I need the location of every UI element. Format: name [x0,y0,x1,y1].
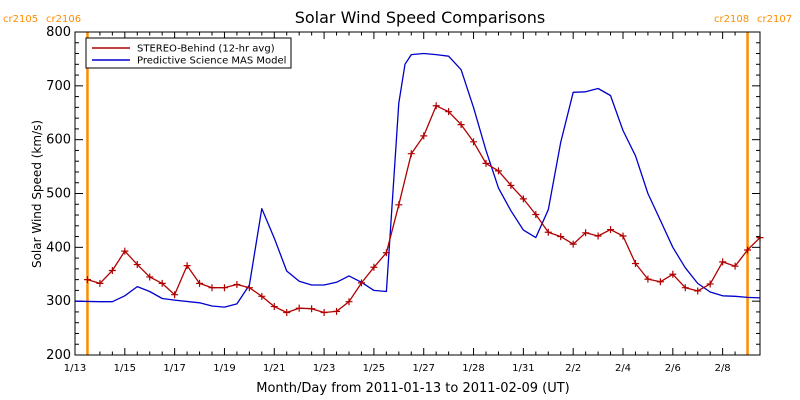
x-tick-label: 1/23 [313,363,335,374]
data-point [108,266,116,274]
data-point [631,259,639,267]
data-point [295,304,303,312]
data-point [470,138,478,146]
legend: STEREO-Behind (12-hr avg)Predictive Scie… [85,37,292,69]
data-point [669,270,677,278]
data-point [557,233,565,241]
data-point [656,278,664,286]
data-point [220,284,228,292]
data-point [532,210,540,218]
x-tick-label: 1/19 [213,363,235,374]
x-tick-label: 2/6 [665,363,681,374]
legend-label: STEREO-Behind (12-hr avg) [137,44,275,55]
data-point [644,275,652,283]
data-point [507,181,515,189]
series-layer [74,52,764,316]
data-point [457,121,465,129]
y-tick-label: 800 [46,25,71,40]
data-point [370,263,378,271]
data-point [744,246,752,254]
y-tick-label: 500 [46,187,71,202]
data-point [133,261,141,269]
carrington-label: cr2105 [3,14,38,25]
data-point [245,284,253,292]
legend-box [85,37,292,69]
x-tick-label: 1/21 [263,363,285,374]
data-point [681,284,689,292]
series-0 [83,102,764,316]
data-point [420,132,428,140]
data-point [233,280,241,288]
y-tick-label: 600 [46,133,71,148]
data-point [121,247,129,255]
data-point [270,303,278,311]
data-point [196,279,204,287]
data-point [432,102,440,110]
data-point [171,291,179,299]
x-tick-label: 1/15 [114,363,136,374]
data-point [731,262,739,270]
plot-frame [74,31,761,356]
data-point [96,279,104,287]
x-tick-label: 2/2 [565,363,581,374]
data-point [208,284,216,292]
y-tick-label: 300 [46,294,71,309]
data-point [345,298,353,306]
data-point [395,201,403,209]
data-point [158,279,166,287]
carrington-label: cr2107 [757,14,792,25]
data-point [482,159,490,167]
y-tick-label: 400 [46,240,71,255]
x-tick-label: 1/31 [512,363,534,374]
data-point [719,258,727,266]
x-tick-label: 1/27 [412,363,434,374]
series-1 [74,52,761,308]
x-tick-label: 1/25 [363,363,385,374]
data-point [146,273,154,281]
y-axis-label: Solar Wind Speed (km/s) [30,120,44,268]
data-point [569,240,577,248]
data-point [582,229,590,237]
data-point [333,307,341,315]
data-point [519,195,527,203]
x-tick-label: 2/4 [615,363,631,374]
data-point [619,232,627,240]
data-point [357,279,365,287]
x-tick-label: 1/28 [462,363,484,374]
series-line [74,52,761,308]
y-tick-label: 200 [46,348,71,363]
data-point [83,276,91,284]
data-point [183,262,191,270]
data-point [544,228,552,236]
data-point [706,280,714,288]
chart-title: Solar Wind Speed Comparisons [295,8,546,27]
legend-label: Predictive Science MAS Model [137,56,286,67]
data-point [382,249,390,257]
carrington-label: cr2108 [714,14,749,25]
data-point [494,167,502,175]
carrington-rotation-labels: cr2105 cr2106 cr2108 cr2107 [3,14,792,25]
data-point [594,232,602,240]
x-tick-label: 1/13 [64,363,86,374]
y-tick-label: 700 [46,79,71,94]
x-tick-label: 1/17 [163,363,185,374]
x-axis-label: Month/Day from 2011-01-13 to 2011-02-09 … [256,381,569,396]
data-point [694,287,702,295]
data-point [320,308,328,316]
axis-ticks: 1/13 1/15 1/17 1/19 1/21 1/23 1/25 1/27 1/28 1/31… [46,25,760,374]
data-point [308,305,316,313]
data-point [407,150,415,158]
data-point [607,226,615,234]
data-point [258,292,266,300]
data-point [283,308,291,316]
carrington-label: cr2106 [46,14,81,25]
data-point [445,108,453,116]
x-tick-label: 2/8 [715,363,731,374]
